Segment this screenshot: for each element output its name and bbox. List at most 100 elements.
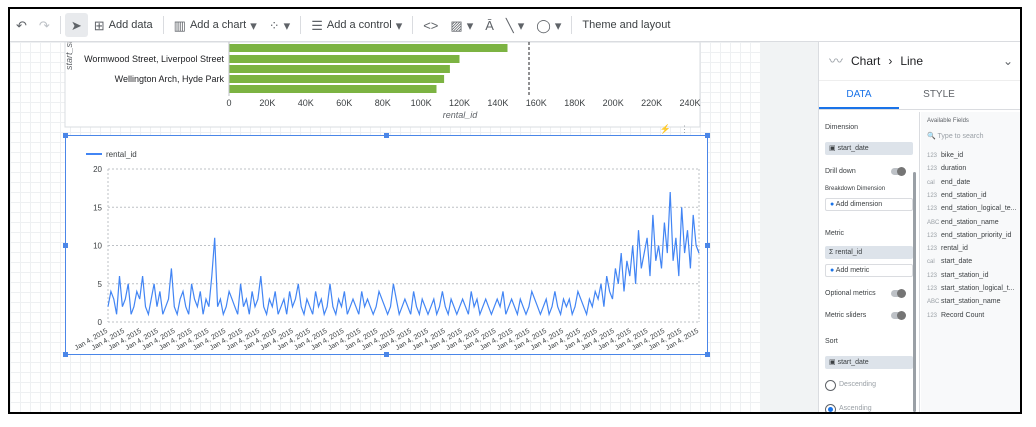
legend-label: rental_id [106,150,137,159]
shape-button[interactable]: ◯ ▾ [530,13,567,37]
data-config-column: Dimension ▣ start_date Drill down Breakd… [819,112,920,412]
field-search[interactable]: 🔍 Type to search [927,132,983,140]
field-type-icon: cal [927,179,935,186]
sort-value: start_date [837,359,869,366]
bar-y-axis-label: start_stati [64,42,74,70]
resize-handle[interactable] [705,352,710,357]
calendar-icon: ▣ [829,359,838,366]
panel-header: 〰 Chart › Line ⌄ [819,42,1020,81]
metric-sliders-toggle[interactable] [891,311,906,320]
field-item[interactable]: 123 duration [927,165,966,172]
tab-data[interactable]: DATA [819,81,899,109]
add-chart-button[interactable]: ▥ Add a chart ▾ [168,13,263,37]
community-viz-button[interactable]: ⁘ ▾ [263,13,296,37]
bar-category-label: Wellington Arch, Hyde Park [115,74,225,84]
field-item[interactable]: 123 bike_id [927,152,963,159]
add-metric-button[interactable]: ● Add metric [825,264,913,277]
field-item[interactable]: 123 end_station_id [927,192,987,199]
resize-handle[interactable] [384,133,389,138]
dropdown-icon: ▾ [554,17,562,33]
ascending-label: Ascending [839,405,872,412]
field-type-icon: ABC [927,219,940,226]
field-type-icon: 123 [927,192,938,199]
text-icon: Ā [485,17,494,33]
redo-button[interactable]: ↷ [33,13,56,37]
field-item[interactable]: 123 Record Count [927,312,984,319]
more-options-icon[interactable]: ⋮ [680,124,689,134]
field-type-icon: 123 [927,246,938,253]
optional-metrics-toggle[interactable] [891,289,906,298]
resize-handle[interactable] [705,243,710,248]
drill-down-toggle[interactable] [891,167,906,176]
select-tool-button[interactable]: ➤ [64,13,88,37]
dimension-chip[interactable]: ▣ start_date [825,142,913,155]
add-data-button[interactable]: ⊞ Add data [88,13,159,37]
add-control-button[interactable]: ☰ Add a control ▾ [305,13,408,37]
text-button[interactable]: Ā [479,13,500,37]
chart-insight-icon[interactable]: ⚡ [659,124,671,134]
report-canvas[interactable]: start_stati Wormwood Street, Liverpool S… [10,42,760,412]
resize-handle[interactable] [63,243,68,248]
field-name: bike_id [941,152,964,159]
tab-style[interactable]: STYLE [923,89,955,100]
control-icon: ☰ [311,17,323,33]
field-item[interactable]: ABC end_station_name [927,219,999,226]
descending-radio[interactable] [825,380,836,391]
metric-value: rental_id [835,249,863,256]
ascending-radio[interactable] [825,404,836,412]
field-type-icon: 123 [927,166,938,173]
sort-chip[interactable]: ▣ start_date [825,356,913,369]
add-control-label: Add a control [326,19,392,31]
metric-chip[interactable]: Σ rental_id [825,246,913,259]
bar-category-label: Wormwood Street, Liverpool Street [84,54,224,64]
field-name: start_station_name [941,298,1001,306]
resize-handle[interactable] [63,352,68,357]
line-chart[interactable]: rental_id 20 15 10 5 0 Jan 4, 2015 Jan 4, 201… [63,124,710,357]
field-item[interactable]: ABC start_station_name [927,298,1001,305]
dropdown-icon: ▾ [283,17,291,33]
add-data-icon: ⊞ [93,17,105,33]
resize-handle[interactable] [705,133,710,138]
embed-code-button[interactable]: <> [417,13,444,37]
bar-x-tick-label: 60K [336,98,352,108]
chevron-down-icon[interactable]: ⌄ [1002,54,1013,68]
field-item[interactable]: 123 start_station_id [927,272,988,279]
toolbar: ↶ ↷ ➤ ⊞ Add data ▥ Add a chart ▾ ⁘ ▾ ☰ Add a … [10,9,1020,42]
field-item[interactable]: 123 end_station_logical_te... [927,205,1017,212]
field-item[interactable]: 123 start_station_logical_t... [927,285,1015,292]
canvas-gutter [760,42,818,412]
bar [229,75,445,83]
app-frame: ↶ ↷ ➤ ⊞ Add data ▥ Add a chart ▾ ⁘ ▾ ☰ Add a … [8,7,1022,414]
divider [412,16,414,34]
resize-handle[interactable] [63,133,68,138]
bar-chart[interactable]: start_stati Wormwood Street, Liverpool S… [10,42,760,142]
theme-layout-button[interactable]: Theme and layout [576,13,676,37]
panel-scrollbar[interactable] [913,172,916,412]
field-name: end_station_name [941,218,999,226]
resize-handle[interactable] [384,352,389,357]
line-button[interactable]: ╲ ▾ [500,13,530,37]
field-item[interactable]: cal start_date [927,258,972,265]
image-button[interactable]: ▨ ▾ [444,13,479,37]
field-type-icon: cal [927,259,935,266]
field-item[interactable]: cal end_date [927,179,970,186]
cursor-icon: ➤ [70,17,82,33]
properties-panel: 〰 Chart › Line ⌄ DATA STYLE Dimension ▣ … [818,42,1020,412]
field-type-icon: 123 [927,206,938,213]
add-dimension-button[interactable]: ● Add dimension [825,198,913,211]
breakdown-label: Breakdown Dimension [825,186,886,192]
search-placeholder: Type to search [937,133,984,140]
field-item[interactable]: 123 rental_id [927,245,968,252]
field-item[interactable]: 123 end_station_priority_id [927,232,1011,239]
field-name: rental_id [941,245,968,253]
field-name: Record Count [941,311,985,319]
undo-button[interactable]: ↶ [10,13,33,37]
shape-icon: ◯ [536,17,551,33]
field-type-icon: ABC [927,299,940,306]
panel-subtitle: Line [900,54,924,68]
dropdown-icon: ▾ [250,17,257,33]
dropdown-icon: ▾ [395,17,403,33]
line-chart-icon: 〰 [829,53,843,69]
bar-x-tick-label: 80K [375,98,391,108]
